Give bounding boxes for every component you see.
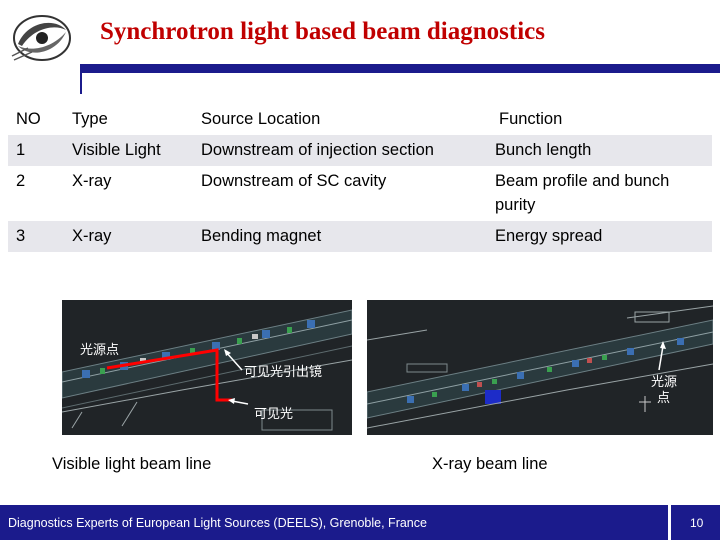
table-header-row: NO Type Source Location Function — [8, 104, 712, 135]
visible-light-caption: Visible light beam line — [52, 455, 212, 473]
cell-function: Energy spread — [487, 221, 712, 252]
x-ray-beamline-image: 光源 点 — [367, 300, 713, 435]
cell-type: Visible Light — [64, 135, 193, 166]
footer-divider — [668, 505, 671, 540]
diagnostics-table: NO Type Source Location Function 1 Visib… — [8, 104, 712, 252]
cell-no: 3 — [8, 221, 64, 252]
cell-source-location: Downstream of injection section — [193, 135, 487, 166]
header-function: Function — [487, 104, 712, 135]
page-number: 10 — [690, 516, 704, 530]
table-row: 2 X-ray Downstream of SC cavity Beam pro… — [8, 166, 712, 221]
cell-function: Bunch length — [487, 135, 712, 166]
source-point-label: 光源点 — [80, 343, 119, 358]
institute-logo-icon — [11, 15, 71, 61]
table-row: 1 Visible Light Downstream of injection … — [8, 135, 712, 166]
cell-no: 1 — [8, 135, 64, 166]
cell-source-location: Bending magnet — [193, 221, 487, 252]
x-ray-caption: X-ray beam line — [432, 455, 548, 473]
visible-light-beamline-image: 光源点 可见光引出镜 可见光 — [62, 300, 352, 435]
cell-function: Beam profile and bunch purity — [487, 166, 712, 221]
x-ray-source-point-label: 光源 点 — [651, 375, 681, 406]
title-accent-bar — [80, 64, 720, 73]
cell-type: X-ray — [64, 166, 193, 221]
title-divider — [80, 64, 82, 94]
header-no: NO — [8, 104, 64, 135]
header-type: Type — [64, 104, 193, 135]
cell-source-location: Downstream of SC cavity — [193, 166, 487, 221]
header-source-location: Source Location — [193, 104, 487, 135]
slide-title: Synchrotron light based beam diagnostics — [100, 18, 545, 45]
footer-text: Diagnostics Experts of European Light So… — [8, 516, 427, 530]
footer-bar: Diagnostics Experts of European Light So… — [0, 505, 720, 540]
cell-type: X-ray — [64, 221, 193, 252]
mirror-label: 可见光引出镜 — [244, 365, 322, 380]
table-row: 3 X-ray Bending magnet Energy spread — [8, 221, 712, 252]
cell-no: 2 — [8, 166, 64, 221]
visible-light-label: 可见光 — [254, 407, 293, 422]
